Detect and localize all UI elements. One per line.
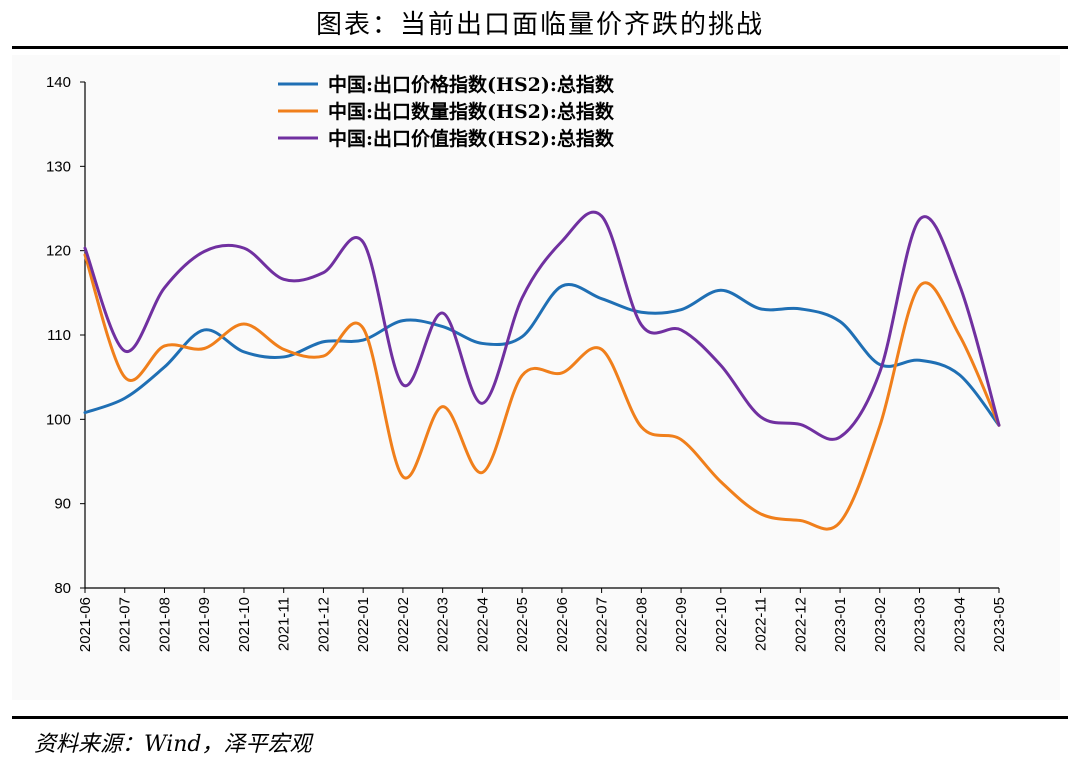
- y-tick-label: 110: [47, 327, 71, 344]
- top-rule: [12, 46, 1068, 49]
- x-tick-label: 2021-06: [77, 597, 94, 652]
- x-tick-label: 2022-12: [792, 597, 809, 652]
- x-tick-label: 2022-10: [713, 597, 730, 652]
- y-tick-label: 100: [46, 411, 71, 428]
- export-value-index-line: [83, 210, 1001, 441]
- x-tick-label: 2021-12: [315, 597, 332, 652]
- x-tick-label: 2022-03: [435, 597, 452, 652]
- series-lines: [83, 210, 1001, 531]
- x-tick-label: 2022-07: [594, 597, 611, 652]
- legend: 中国:出口价格指数(HS2):总指数中国:出口数量指数(HS2):总指数中国:出…: [278, 73, 615, 150]
- x-tick-label: 2021-08: [156, 597, 173, 652]
- y-tick-label: 90: [54, 496, 71, 513]
- x-tick-label: 2022-06: [554, 597, 571, 652]
- plot-area: [12, 55, 1060, 700]
- x-tick-label: 2022-11: [753, 597, 770, 651]
- legend-label: 中国:出口价格指数(HS2):总指数: [328, 73, 615, 96]
- x-tick-label: 2021-11: [276, 597, 293, 651]
- x-tick-label: 2023-03: [912, 597, 929, 652]
- x-tick-label: 2021-09: [196, 597, 213, 652]
- x-tick-label: 2021-10: [236, 597, 253, 652]
- x-tick-label: 2023-01: [832, 597, 849, 652]
- axes: 80 90 100 110 120 130 140 2021-06 2021-07 2021-08…: [46, 74, 1008, 652]
- x-tick-label: 2022-05: [514, 597, 531, 652]
- source-note: 资料来源：Wind，泽平宏观: [34, 732, 312, 757]
- x-tick-label: 2023-04: [951, 597, 968, 652]
- legend-label: 中国:出口价值指数(HS2):总指数: [328, 127, 615, 150]
- y-tick-label: 130: [46, 158, 71, 175]
- x-tick-label: 2022-02: [395, 597, 412, 652]
- x-tick-label: 2021-07: [117, 597, 134, 652]
- x-tick-label: 2022-04: [474, 597, 491, 652]
- y-tick-label: 120: [46, 243, 71, 260]
- legend-label: 中国:出口数量指数(HS2):总指数: [328, 100, 615, 123]
- y-tick-label: 80: [54, 580, 71, 597]
- x-tick-label: 2023-02: [872, 597, 889, 652]
- x-tick-label: 2023-05: [991, 597, 1008, 652]
- x-tick-label: 2022-01: [355, 597, 372, 652]
- chart-title: 图表：当前出口面临量价齐跌的挑战: [315, 10, 764, 40]
- x-tick-label: 2022-09: [673, 597, 690, 652]
- bottom-rule: [12, 716, 1068, 719]
- x-tick-label: 2022-08: [633, 597, 650, 652]
- export-quantity-index-line: [83, 253, 1001, 531]
- export-price-index-line: [83, 283, 1001, 427]
- y-tick-label: 140: [46, 74, 71, 91]
